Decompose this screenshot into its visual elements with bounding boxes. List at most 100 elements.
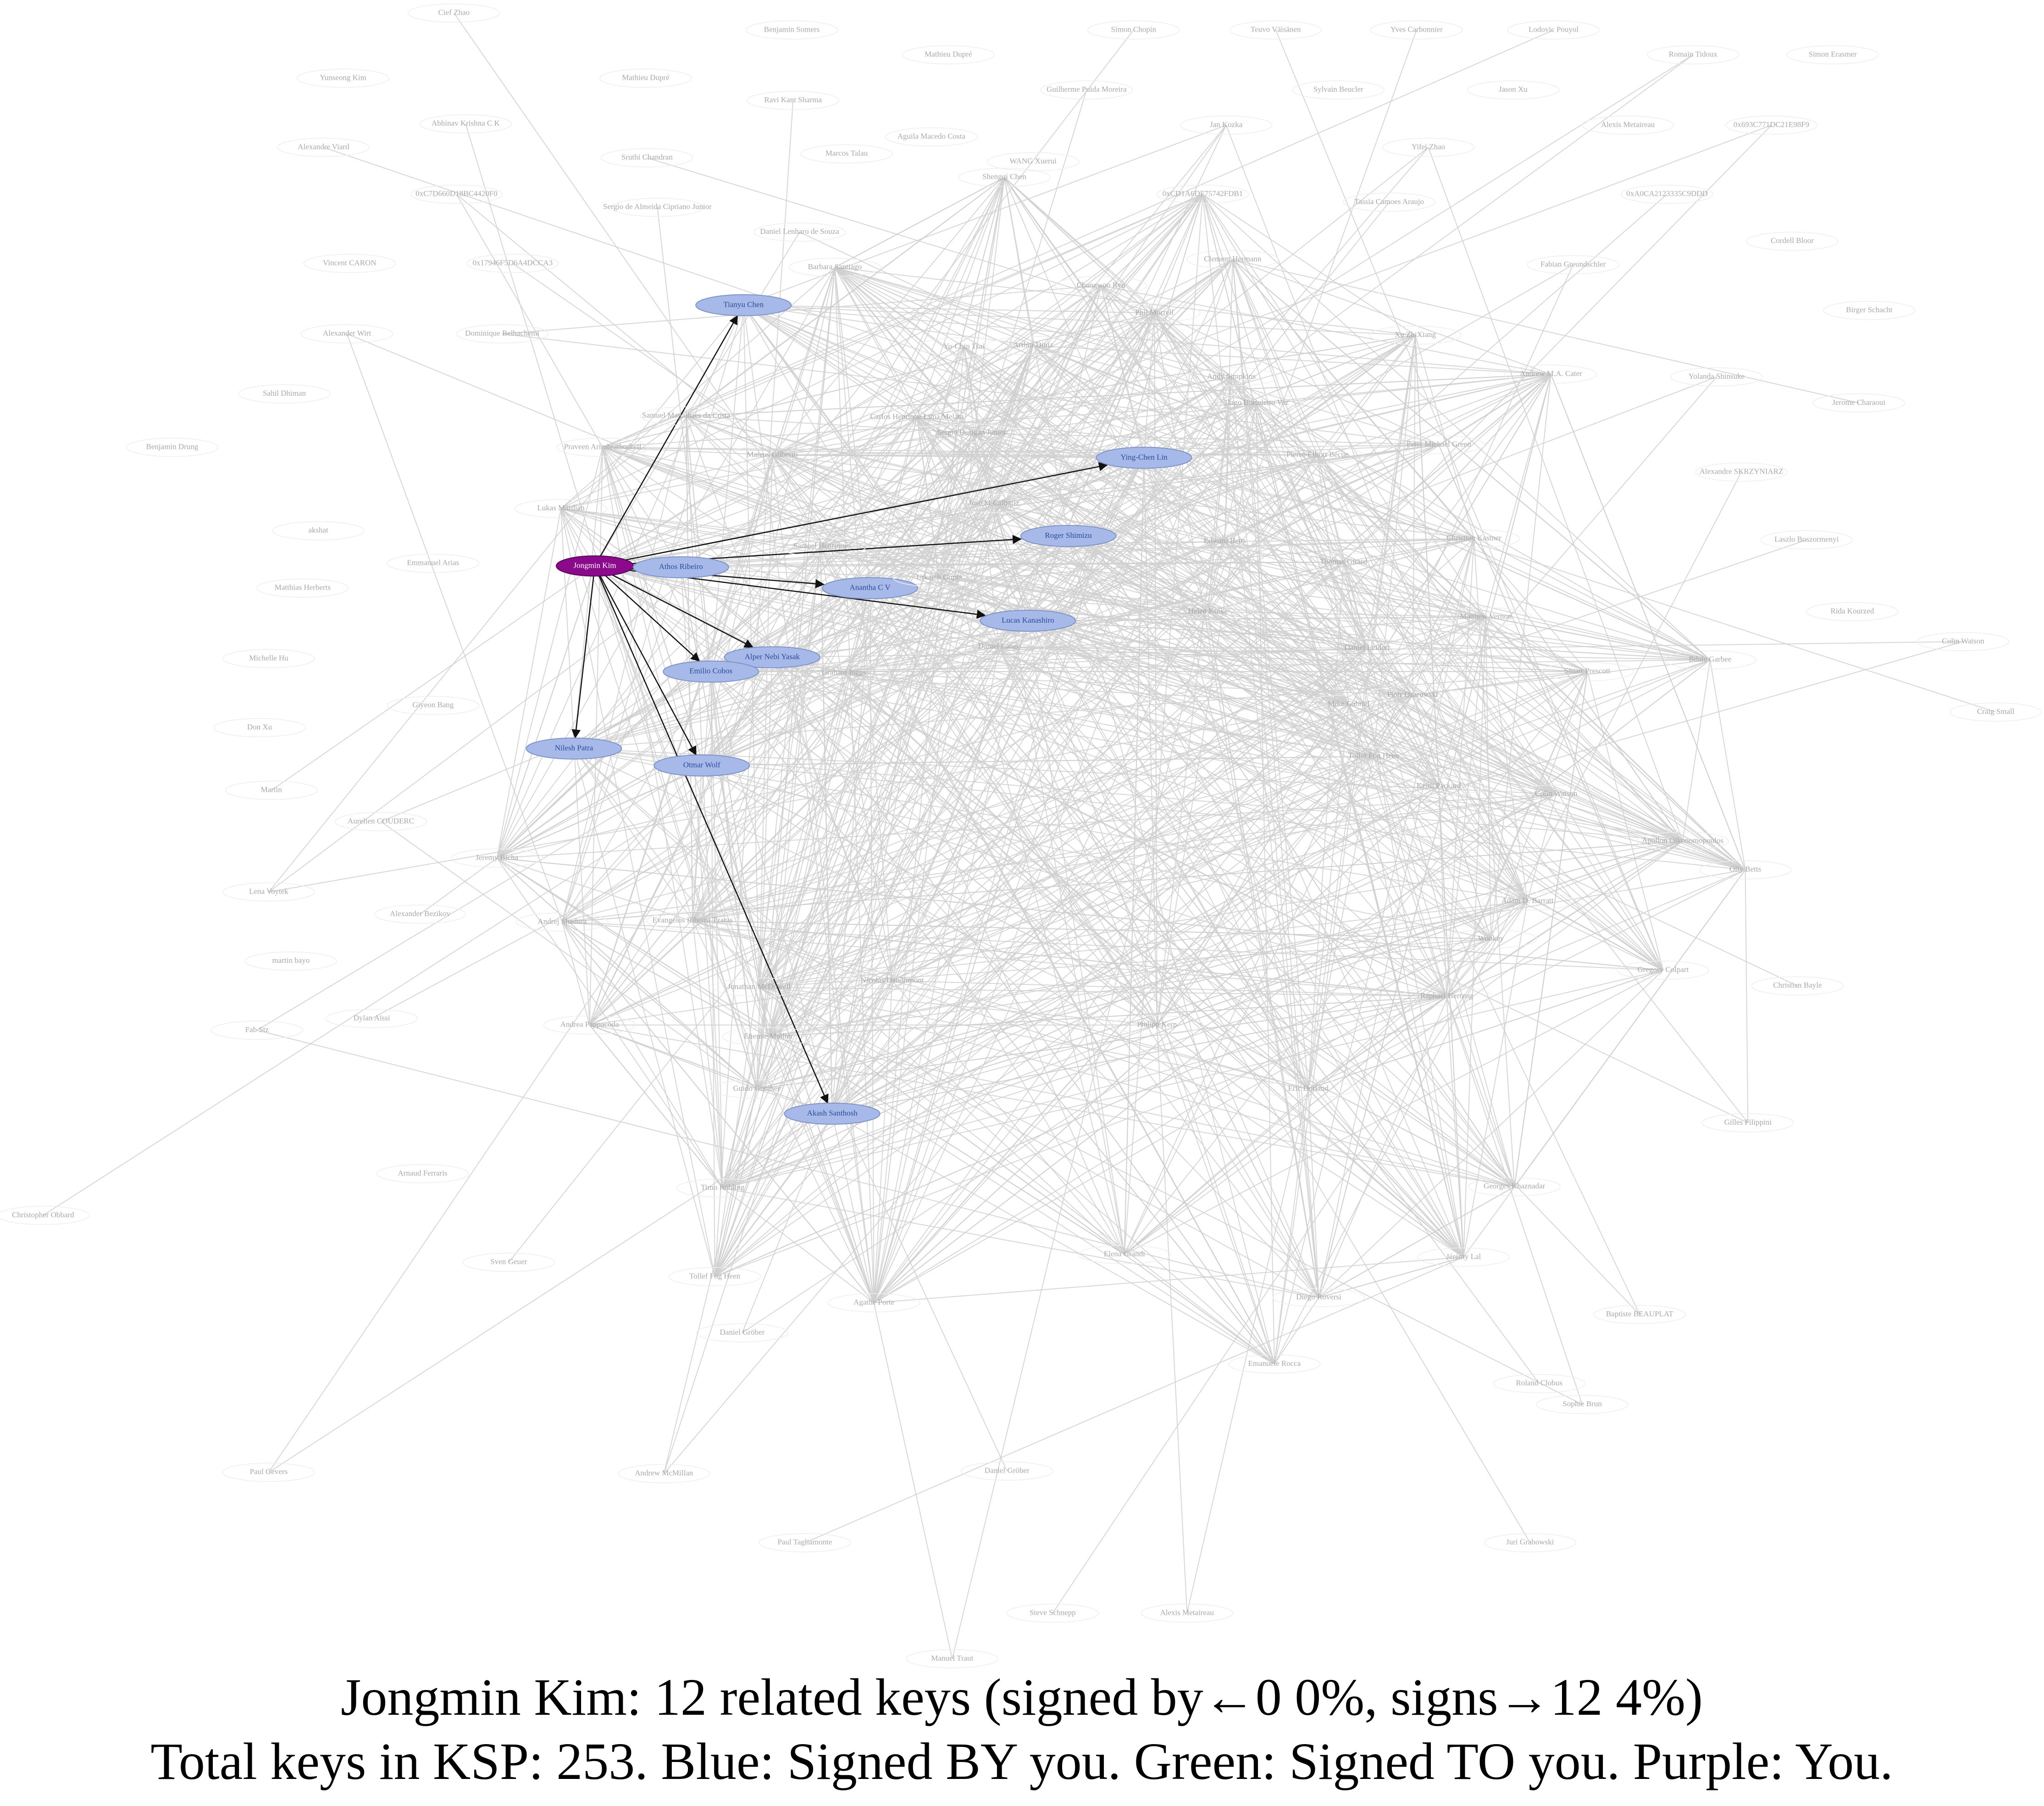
node-label: Andrea Pappacoda [560, 1020, 619, 1029]
edge [465, 123, 757, 1089]
edge [692, 695, 1413, 922]
edge [768, 1036, 1515, 1187]
edge [686, 416, 723, 1188]
node [1695, 462, 1788, 482]
node [1321, 638, 1413, 658]
edge [971, 432, 1439, 445]
node [1725, 116, 1818, 135]
node [1493, 1374, 1586, 1393]
edge [714, 374, 1551, 1277]
edge [1143, 458, 1158, 1025]
edge [756, 657, 773, 1089]
node [676, 1178, 769, 1198]
edge [939, 454, 1318, 578]
edge [971, 432, 1439, 787]
node-label: Adam D. Barratt [1501, 896, 1554, 905]
node-label: Tollef Fog Heen [689, 1271, 741, 1280]
edge [964, 347, 1515, 1187]
node [1786, 45, 1879, 65]
edge [820, 546, 1349, 705]
node [1272, 1288, 1365, 1307]
edge [1446, 939, 1491, 997]
edge [711, 659, 1710, 672]
node [277, 138, 370, 157]
node-label: Nicolas Dandrimont [860, 976, 924, 984]
edge [834, 267, 1491, 939]
edge [759, 987, 1447, 997]
edge [573, 503, 994, 749]
node-label: Alper Nebi Yasak [745, 652, 800, 661]
node-label: Xu ZhiXiang [1395, 330, 1436, 339]
edge [971, 432, 1275, 1364]
node-signed [663, 660, 759, 683]
edge [768, 374, 1551, 1037]
edge [496, 417, 918, 859]
node-label: Baptiste BEAUPLAT [1606, 1309, 1673, 1318]
edge [1318, 970, 1664, 1298]
edge [1446, 869, 1746, 997]
edge [831, 433, 972, 1114]
node [1428, 529, 1520, 548]
node-label: Samuel Henrique [793, 541, 848, 550]
edge [1348, 703, 1557, 795]
edge [722, 541, 1225, 1188]
node [1262, 1079, 1355, 1099]
signature-edge [594, 565, 829, 1104]
node [611, 198, 704, 217]
edge [1143, 457, 1664, 971]
edge [870, 587, 1745, 871]
edge [938, 345, 1034, 578]
edge [756, 417, 918, 1089]
edge [1224, 541, 1447, 997]
node [1392, 435, 1485, 454]
edge [714, 503, 995, 1277]
edge [710, 671, 757, 1089]
edge [772, 177, 1005, 456]
edge [873, 786, 1439, 1303]
edge [993, 335, 1416, 504]
node-label: Sahil Dhiman [263, 389, 306, 398]
edge [916, 285, 1102, 418]
edge [1124, 996, 1447, 1255]
edge [1438, 786, 1447, 997]
edge [772, 657, 1683, 842]
edge [1231, 376, 1474, 539]
edge [834, 267, 1711, 661]
edge [1366, 648, 1528, 901]
edge [574, 748, 1745, 871]
edge [835, 267, 1439, 445]
edge [710, 455, 773, 672]
edge [692, 920, 1309, 1089]
edge [759, 987, 875, 1303]
edge [772, 374, 1551, 658]
edge [692, 347, 964, 921]
edge [1412, 695, 1491, 939]
edge [756, 457, 1145, 1089]
edge [1124, 970, 1663, 1255]
edge [831, 647, 1368, 1114]
edge [743, 304, 940, 578]
node-label: Andrej Shadura [537, 917, 587, 926]
node-label: Keith Packard [1417, 781, 1461, 790]
edge [756, 376, 1232, 1089]
edge [602, 447, 769, 1037]
node-label: Christopher Obbard [12, 1210, 74, 1219]
edge [1317, 454, 1711, 661]
node [410, 185, 503, 204]
edge [834, 177, 1005, 268]
edge [686, 415, 1683, 842]
node [1369, 326, 1462, 345]
node-label: Nilesh Patra [555, 744, 593, 752]
edge [1745, 870, 1749, 1123]
edge [594, 565, 1309, 1089]
node-label: Paul Tagliamonte [777, 1538, 832, 1546]
node [1917, 632, 2010, 652]
edge [1028, 620, 1413, 696]
edge [692, 920, 1491, 939]
node-label: Dominique Belhachemi [465, 329, 539, 337]
edge [1709, 660, 1746, 870]
node [450, 848, 543, 868]
edge [574, 611, 1208, 749]
edge [1343, 562, 1746, 870]
node [1541, 662, 1634, 681]
